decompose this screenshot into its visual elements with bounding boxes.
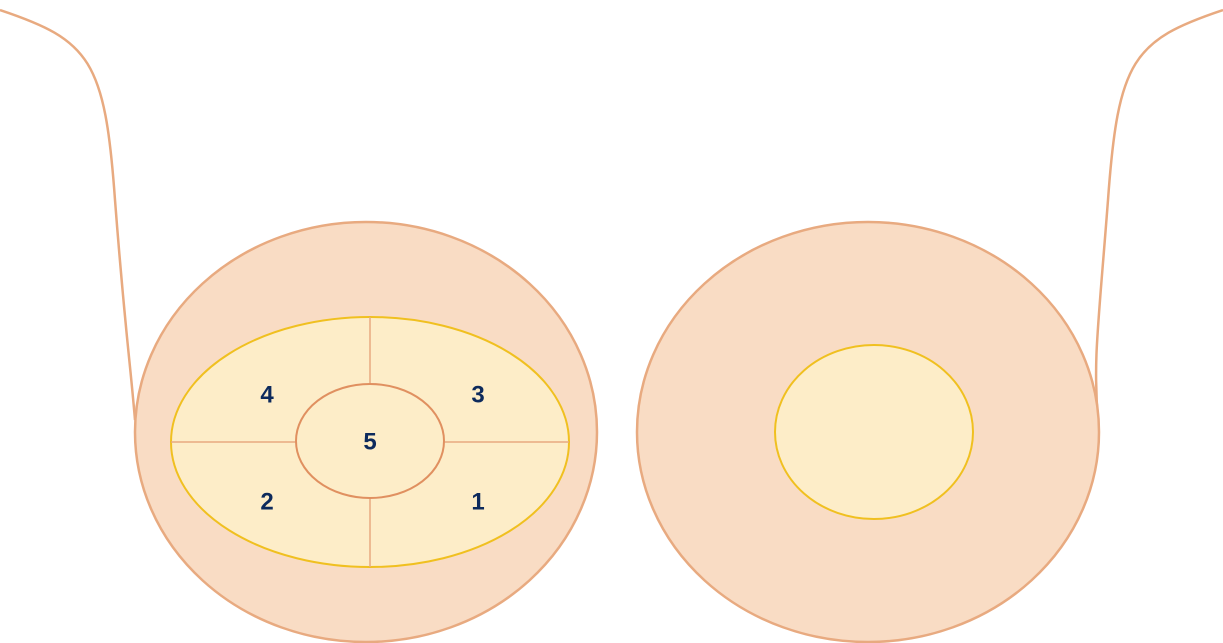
region-label: 5 <box>363 428 376 455</box>
region-label: 3 <box>471 381 484 408</box>
region-label: 1 <box>471 488 484 515</box>
page: 1 2 3 4 5 (() => { const data = JSON.par… <box>0 0 1223 643</box>
diagram: 1 2 3 4 5 <box>0 0 1223 643</box>
body-outline-left <box>0 10 135 420</box>
region-label: 4 <box>260 381 274 408</box>
right-areola <box>775 345 973 519</box>
body-outline-right <box>1096 10 1223 420</box>
region-label: 2 <box>260 488 273 515</box>
